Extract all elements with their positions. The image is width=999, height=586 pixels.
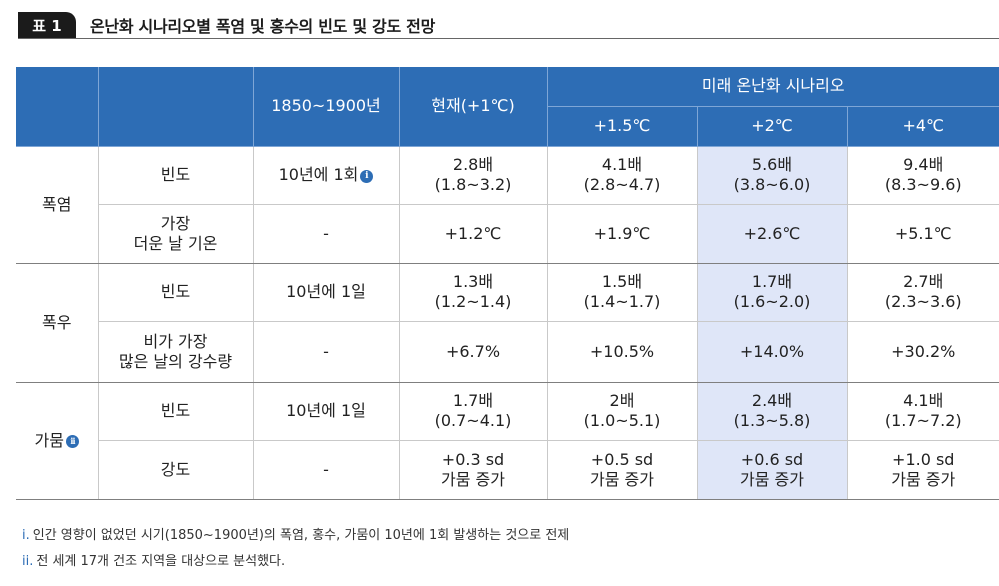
base-cell: - — [253, 204, 400, 264]
header-scenario-1-5: +1.5℃ — [547, 106, 698, 147]
scenario-4-cell: +1.0 sd 가뭄 증가 — [847, 440, 999, 500]
current-cell: +6.7% — [399, 321, 548, 383]
footnote-1-text: 인간 영향이 없었던 시기(1850~1900년)의 폭염, 홍수, 가뭄이 1… — [32, 528, 570, 543]
title-bar: 표 1 온난화 시나리오별 폭염 및 홍수의 빈도 및 강도 전망 — [0, 0, 999, 42]
header-blank-metric — [98, 67, 254, 147]
footnote-1-number: i. — [22, 528, 30, 543]
base-cell: - — [253, 321, 400, 383]
footnote-2-text: 전 세계 17개 건조 지역을 대상으로 분석했다. — [36, 554, 286, 569]
header-period: 1850~1900년 — [253, 67, 400, 147]
current-cell: +0.3 sd 가뭄 증가 — [399, 440, 548, 500]
footnote-2: ii. 전 세계 17개 건조 지역을 대상으로 분석했다. — [22, 549, 569, 575]
scenario-2-cell: 5.6배 (3.8~6.0) — [697, 146, 848, 205]
base-cell: - — [253, 440, 400, 500]
footnote-i-icon: i — [360, 170, 374, 183]
base-cell: 10년에 1일 — [253, 263, 400, 322]
current-cell: 1.7배 (0.7~4.1) — [399, 382, 548, 441]
scenario-1-5-cell: 2배 (1.0~5.1) — [547, 382, 698, 441]
group-drought-label: 가뭄 — [34, 430, 64, 450]
scenario-2-cell: 2.4배 (1.3~5.8) — [697, 382, 848, 441]
group-heat: 폭염 — [16, 146, 99, 264]
metric-cell: 빈도 — [98, 263, 254, 322]
base-cell: 10년에 1회 i — [253, 146, 400, 205]
scenario-4-cell: 2.7배 (2.3~3.6) — [847, 263, 999, 322]
current-cell: 1.3배 (1.2~1.4) — [399, 263, 548, 322]
projection-table: 1850~1900년 현재(+1℃) 미래 온난화 시나리오 +1.5℃ +2℃… — [16, 67, 999, 500]
scenario-2-cell: +14.0% — [697, 321, 848, 383]
header-scenario-4: +4℃ — [847, 106, 999, 147]
footnote-2-number: ii. — [22, 554, 34, 569]
metric-cell: 강도 — [98, 440, 254, 500]
group-drought: 가뭄 ii — [16, 382, 99, 500]
scenario-4-cell: 4.1배 (1.7~7.2) — [847, 382, 999, 441]
scenario-2-cell: 1.7배 (1.6~2.0) — [697, 263, 848, 322]
footnotes: i. 인간 영향이 없었던 시기(1850~1900년)의 폭염, 홍수, 가뭄이… — [22, 523, 569, 575]
scenario-1-5-cell: 4.1배 (2.8~4.7) — [547, 146, 698, 205]
current-cell: +1.2℃ — [399, 204, 548, 264]
scenario-1-5-cell: +0.5 sd 가뭄 증가 — [547, 440, 698, 500]
scenario-1-5-cell: +10.5% — [547, 321, 698, 383]
title-divider — [18, 38, 999, 39]
metric-cell: 빈도 — [98, 382, 254, 441]
current-cell: 2.8배 (1.8~3.2) — [399, 146, 548, 205]
scenario-4-cell: +30.2% — [847, 321, 999, 383]
base-text: 10년에 1회 — [278, 165, 359, 184]
base-cell: 10년에 1일 — [253, 382, 400, 441]
metric-cell: 비가 가장 많은 날의 강수량 — [98, 321, 254, 383]
scenario-2-cell: +0.6 sd 가뭄 증가 — [697, 440, 848, 500]
metric-cell: 빈도 — [98, 146, 254, 205]
header-blank-group — [16, 67, 99, 147]
header-future: 미래 온난화 시나리오 — [547, 67, 999, 107]
metric-cell: 가장 더운 날 기온 — [98, 204, 254, 264]
group-rain: 폭우 — [16, 263, 99, 383]
scenario-1-5-cell: 1.5배 (1.4~1.7) — [547, 263, 698, 322]
scenario-4-cell: +5.1℃ — [847, 204, 999, 264]
footnote-1: i. 인간 영향이 없었던 시기(1850~1900년)의 폭염, 홍수, 가뭄이… — [22, 523, 569, 549]
scenario-4-cell: 9.4배 (8.3~9.6) — [847, 146, 999, 205]
header-scenario-2: +2℃ — [697, 106, 848, 147]
scenario-1-5-cell: +1.9℃ — [547, 204, 698, 264]
footnote-ii-icon: ii — [65, 434, 79, 448]
header-current: 현재(+1℃) — [399, 67, 548, 147]
table-title: 온난화 시나리오별 폭염 및 홍수의 빈도 및 강도 전망 — [90, 17, 435, 36]
scenario-2-cell: +2.6℃ — [697, 204, 848, 264]
table-number-badge: 표 1 — [18, 12, 76, 38]
